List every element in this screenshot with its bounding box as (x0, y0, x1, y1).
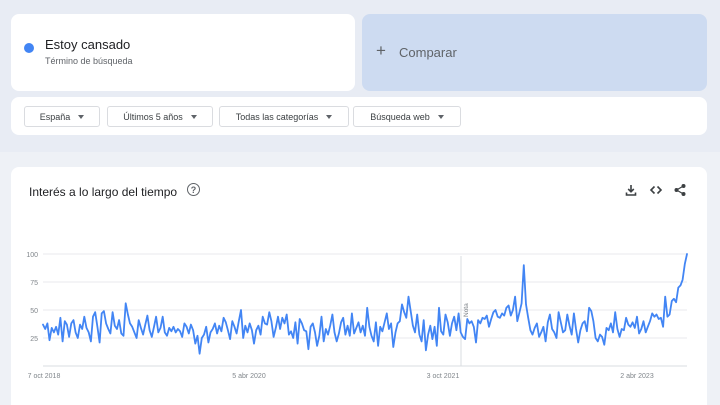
x-tick-label: 5 abr 2020 (232, 373, 266, 380)
filters-bar: España Últimos 5 años Todas las categorí… (11, 97, 707, 135)
plus-icon: + (376, 41, 386, 60)
series-color-dot (24, 43, 34, 53)
download-icon[interactable] (624, 183, 638, 197)
filter-region[interactable]: España (24, 106, 100, 127)
y-tick-label: 50 (30, 308, 38, 315)
y-tick-label: 75 (30, 280, 38, 287)
filter-time-range-label: Últimos 5 años (123, 111, 183, 122)
x-tick-label: 2 abr 2023 (620, 373, 654, 380)
interest-over-time-card: Interés a lo largo del tiempo ? 25 50 75 10… (11, 167, 707, 405)
x-tick-label: 7 oct 2018 (28, 373, 61, 380)
compare-button[interactable]: + Comparar (362, 14, 707, 91)
embed-icon[interactable] (649, 183, 663, 197)
filter-category-label: Todas las categorías (235, 111, 319, 122)
y-tick-label: 25 (30, 336, 38, 343)
caret-down-icon (437, 114, 444, 119)
search-term-card[interactable]: Estoy cansado Término de búsqueda (11, 14, 355, 91)
search-term-label[interactable]: Estoy cansado (45, 37, 131, 52)
x-tick-label: 3 oct 2021 (427, 373, 460, 380)
help-icon[interactable]: ? (187, 183, 200, 196)
annotation-label: Nota (463, 303, 470, 317)
compare-label: Comparar (399, 45, 457, 60)
filter-search-type[interactable]: Búsqueda web (353, 106, 461, 127)
search-term-subtitle: Término de búsqueda (45, 56, 133, 66)
filter-search-type-label: Búsqueda web (370, 111, 430, 122)
filter-category[interactable]: Todas las categorías (219, 106, 349, 127)
caret-down-icon (78, 114, 85, 119)
caret-down-icon (326, 114, 333, 119)
share-icon[interactable] (673, 183, 687, 197)
filter-time-range[interactable]: Últimos 5 años (107, 106, 213, 127)
y-tick-label: 100 (26, 252, 38, 259)
filter-region-label: España (39, 111, 71, 122)
chart-title: Interés a lo largo del tiempo (29, 185, 178, 199)
interest-chart: 25 50 75 100 7 oct 2018 5 abr 2020 3 oct 2021 2… (26, 252, 688, 380)
caret-down-icon (190, 114, 197, 119)
series-line (42, 253, 688, 355)
